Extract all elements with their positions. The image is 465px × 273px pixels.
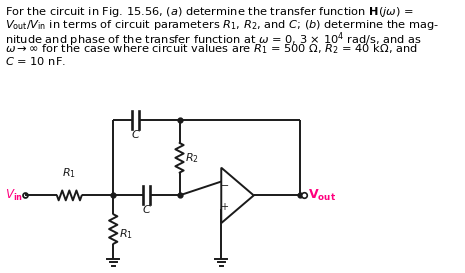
Text: nitude and phase of the transfer function at $\omega$ = 0, 3 $\times$ 10$^4$ rad: nitude and phase of the transfer functio… xyxy=(5,30,422,49)
Text: $+$: $+$ xyxy=(220,201,229,212)
Text: $\omega \rightarrow \infty$ for the case where circuit values are $R_1$ = 500 $\: $\omega \rightarrow \infty$ for the case… xyxy=(5,43,418,56)
Text: For the circuit in Fig. 15.56, ($a$) determine the transfer function $\mathbf{H}: For the circuit in Fig. 15.56, ($a$) det… xyxy=(5,5,413,19)
Text: $-$: $-$ xyxy=(220,179,229,189)
Text: $C$ = 10 nF.: $C$ = 10 nF. xyxy=(5,55,66,67)
Text: $R_1$: $R_1$ xyxy=(62,166,76,180)
Text: $V_{\mathrm{out}}/V_{\mathrm{in}}$ in terms of circuit parameters $R_1$, $R_2$, : $V_{\mathrm{out}}/V_{\mathrm{in}}$ in te… xyxy=(5,18,439,32)
Text: $C$: $C$ xyxy=(141,203,151,215)
Text: $R_1$: $R_1$ xyxy=(119,227,133,241)
Text: $C$: $C$ xyxy=(131,128,140,140)
Text: $R_2$: $R_2$ xyxy=(186,151,199,165)
Text: $\mathbf{V}_{\mathbf{out}}$: $\mathbf{V}_{\mathbf{out}}$ xyxy=(308,188,336,203)
Text: $V_{\mathbf{in}}$: $V_{\mathbf{in}}$ xyxy=(5,188,23,203)
